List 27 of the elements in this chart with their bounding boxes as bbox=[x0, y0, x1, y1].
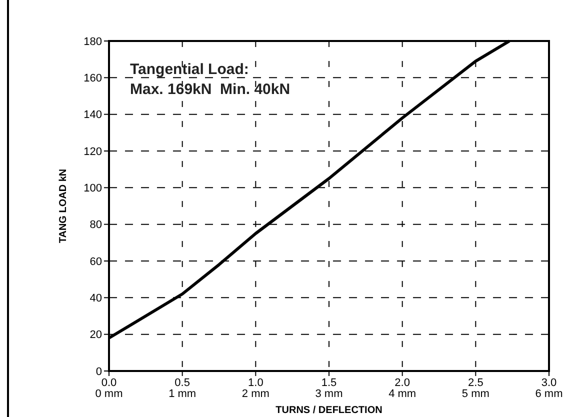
y-tick-label: 80 bbox=[90, 219, 102, 232]
y-axis-title: TANG LOAD kN bbox=[58, 168, 69, 244]
annotation: Tangential Load: Max. 169kN Min. 40kN bbox=[130, 61, 290, 98]
x-tick-label: 3.0 bbox=[541, 377, 557, 389]
x-tick-label: 1.0 bbox=[248, 377, 264, 389]
y-tick-label: 120 bbox=[84, 146, 102, 158]
x-tick-label: 0.5 bbox=[174, 377, 190, 389]
y-tick-label: 0 bbox=[96, 366, 102, 378]
x-axis-title: TURNS / DEFLECTION bbox=[276, 405, 382, 416]
x2-tick-label: 0 mm bbox=[95, 388, 123, 400]
x-tick-label: 0.0 bbox=[101, 377, 117, 389]
y-tick-label: 40 bbox=[90, 292, 102, 305]
x2-tick-label: 4 mm bbox=[388, 388, 416, 400]
y-tick-label: 100 bbox=[84, 182, 102, 195]
x-tick-label: 1.5 bbox=[321, 377, 337, 389]
y-tick-label: 60 bbox=[90, 256, 102, 268]
x2-tick-label: 2 mm bbox=[242, 388, 270, 400]
x2-tick-label: 6 mm bbox=[535, 388, 563, 400]
x-tick-label: 2.0 bbox=[394, 377, 410, 389]
x2-tick-label: 5 mm bbox=[462, 388, 490, 400]
y-tick-label: 160 bbox=[84, 72, 102, 85]
y-tick-label: 20 bbox=[90, 329, 102, 342]
x-tick-label: 2.5 bbox=[468, 377, 484, 389]
y-tick-label: 140 bbox=[84, 109, 102, 122]
x2-tick-label: 3 mm bbox=[315, 388, 343, 400]
y-tick-label: 180 bbox=[84, 36, 102, 48]
x2-tick-label: 1 mm bbox=[168, 388, 196, 400]
